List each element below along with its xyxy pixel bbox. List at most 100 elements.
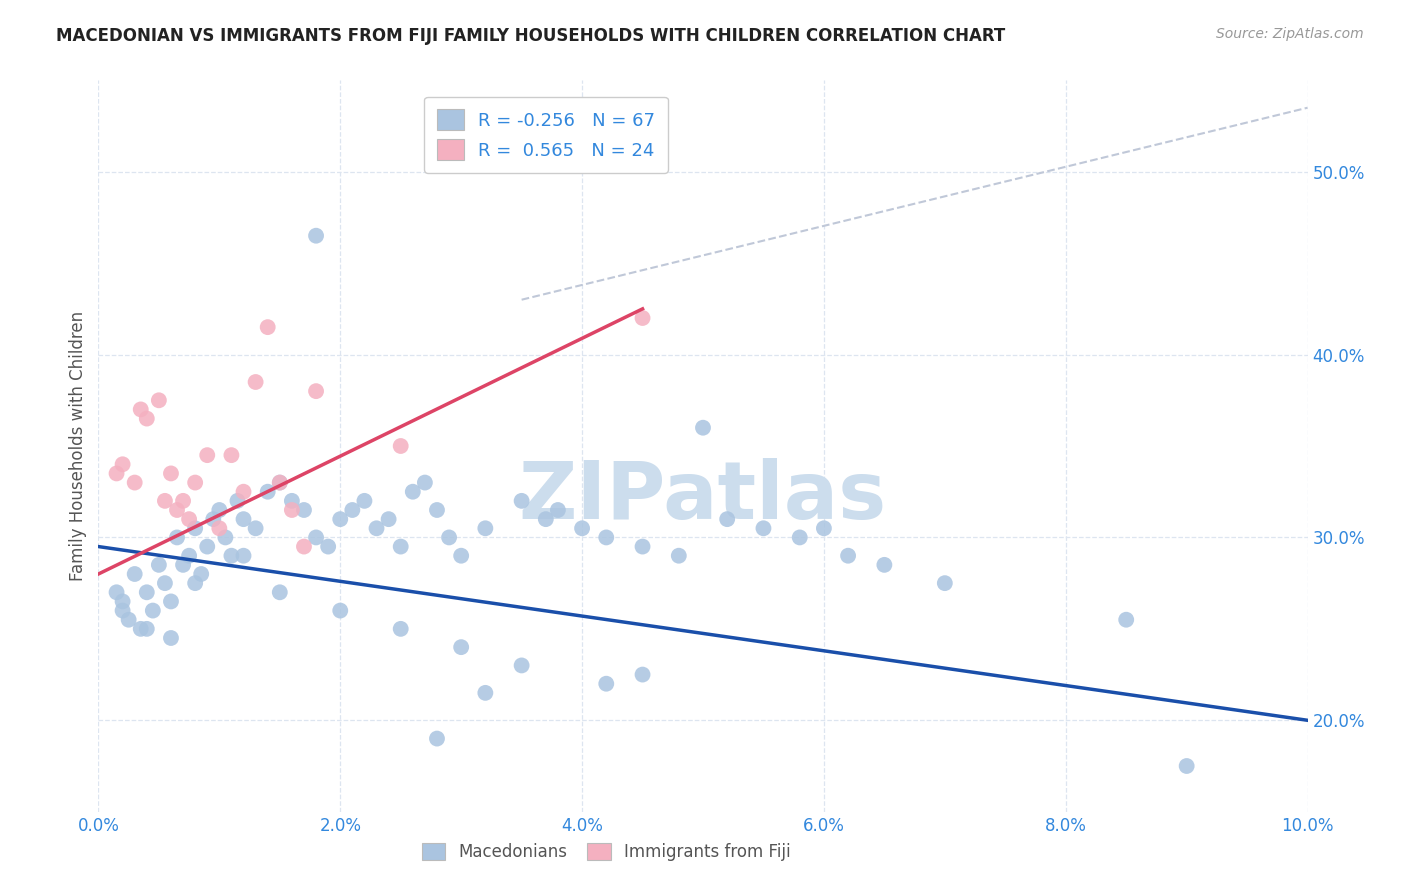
- Point: [389, 622, 412, 636]
- Point: [135, 622, 157, 636]
- Point: [226, 494, 249, 508]
- Point: [232, 549, 254, 563]
- Point: [426, 503, 449, 517]
- Point: [148, 393, 170, 408]
- Point: [281, 494, 304, 508]
- Point: [450, 549, 472, 563]
- Point: [172, 494, 194, 508]
- Point: [342, 503, 364, 517]
- Point: [202, 512, 225, 526]
- Point: [214, 530, 236, 544]
- Point: [245, 521, 267, 535]
- Point: [269, 475, 291, 490]
- Point: [153, 576, 176, 591]
- Point: [232, 484, 254, 499]
- Point: [190, 567, 212, 582]
- Point: [135, 585, 157, 599]
- Point: [305, 384, 328, 399]
- Point: [716, 512, 738, 526]
- Text: ZIPatlas: ZIPatlas: [519, 458, 887, 536]
- Point: [426, 731, 449, 746]
- Point: [668, 549, 690, 563]
- Point: [292, 540, 315, 554]
- Point: [873, 558, 896, 572]
- Point: [389, 540, 412, 554]
- Point: [221, 549, 243, 563]
- Text: MACEDONIAN VS IMMIGRANTS FROM FIJI FAMILY HOUSEHOLDS WITH CHILDREN CORRELATION C: MACEDONIAN VS IMMIGRANTS FROM FIJI FAMIL…: [56, 27, 1005, 45]
- Point: [111, 604, 134, 618]
- Point: [105, 585, 128, 599]
- Point: [269, 475, 291, 490]
- Text: Source: ZipAtlas.com: Source: ZipAtlas.com: [1216, 27, 1364, 41]
- Point: [1175, 759, 1198, 773]
- Point: [195, 540, 218, 554]
- Point: [160, 594, 183, 608]
- Point: [208, 503, 231, 517]
- Point: [534, 512, 557, 526]
- Point: [510, 658, 533, 673]
- Point: [571, 521, 593, 535]
- Point: [353, 494, 375, 508]
- Point: [692, 421, 714, 435]
- Point: [789, 530, 811, 544]
- Point: [389, 439, 412, 453]
- Point: [402, 484, 425, 499]
- Point: [129, 622, 152, 636]
- Point: [179, 549, 201, 563]
- Point: [184, 475, 207, 490]
- Point: [111, 594, 134, 608]
- Point: [172, 558, 194, 572]
- Point: [316, 540, 339, 554]
- Point: [245, 375, 267, 389]
- Point: [1115, 613, 1137, 627]
- Point: [221, 448, 243, 462]
- Point: [166, 503, 188, 517]
- Point: [142, 604, 165, 618]
- Point: [105, 467, 128, 481]
- Point: [232, 512, 254, 526]
- Y-axis label: Family Households with Children: Family Households with Children: [69, 311, 87, 581]
- Legend: Macedonians, Immigrants from Fiji: Macedonians, Immigrants from Fiji: [413, 834, 799, 869]
- Point: [329, 512, 352, 526]
- Point: [305, 530, 328, 544]
- Point: [292, 503, 315, 517]
- Point: [179, 512, 201, 526]
- Point: [256, 320, 278, 334]
- Point: [148, 558, 170, 572]
- Point: [184, 576, 207, 591]
- Point: [631, 311, 654, 326]
- Point: [111, 458, 134, 472]
- Point: [135, 411, 157, 425]
- Point: [631, 540, 654, 554]
- Point: [160, 467, 183, 481]
- Point: [547, 503, 569, 517]
- Point: [813, 521, 835, 535]
- Point: [129, 402, 152, 417]
- Point: [124, 567, 146, 582]
- Point: [631, 667, 654, 681]
- Point: [474, 686, 496, 700]
- Point: [166, 530, 188, 544]
- Point: [510, 494, 533, 508]
- Point: [124, 475, 146, 490]
- Point: [450, 640, 472, 655]
- Point: [752, 521, 775, 535]
- Point: [184, 521, 207, 535]
- Point: [153, 494, 176, 508]
- Point: [437, 530, 460, 544]
- Point: [256, 484, 278, 499]
- Point: [934, 576, 956, 591]
- Point: [118, 613, 141, 627]
- Point: [329, 604, 352, 618]
- Point: [474, 521, 496, 535]
- Point: [305, 228, 328, 243]
- Point: [595, 530, 617, 544]
- Point: [269, 585, 291, 599]
- Point: [160, 631, 183, 645]
- Point: [837, 549, 859, 563]
- Point: [208, 521, 231, 535]
- Point: [595, 676, 617, 690]
- Point: [413, 475, 436, 490]
- Point: [377, 512, 399, 526]
- Point: [281, 503, 304, 517]
